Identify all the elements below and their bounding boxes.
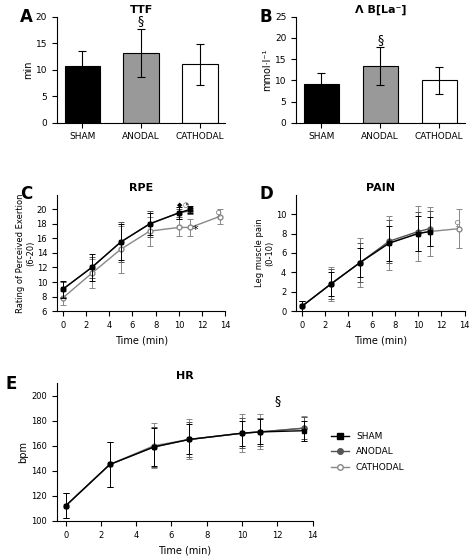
Bar [363, 66, 398, 123]
Text: §: § [274, 394, 281, 408]
Text: ◆: ◆ [176, 202, 182, 208]
Text: B: B [259, 8, 272, 26]
Text: D: D [259, 185, 273, 203]
X-axis label: Time (min): Time (min) [158, 545, 211, 555]
Bar [421, 80, 457, 123]
Title: HR: HR [176, 371, 193, 381]
Text: §: § [377, 33, 383, 46]
Title: PAIN: PAIN [366, 183, 395, 193]
Y-axis label: min: min [23, 60, 33, 79]
Bar [182, 64, 218, 123]
X-axis label: Time (min): Time (min) [115, 335, 168, 346]
Legend: SHAM, ANODAL, CATHODAL: SHAM, ANODAL, CATHODAL [327, 428, 408, 475]
Text: ♀: ♀ [453, 219, 460, 229]
Text: ♀: ♀ [214, 209, 221, 218]
Bar [304, 83, 339, 123]
Bar [123, 53, 159, 123]
Text: C: C [20, 185, 32, 203]
Y-axis label: mmol·l⁻¹: mmol·l⁻¹ [262, 49, 272, 91]
Text: *: * [193, 225, 199, 235]
Text: E: E [6, 375, 17, 393]
Bar [64, 66, 100, 123]
Title: TTF: TTF [129, 4, 153, 15]
Text: §: § [138, 15, 144, 27]
Title: RPE: RPE [129, 183, 153, 193]
X-axis label: Time (min): Time (min) [354, 335, 407, 346]
Y-axis label: Rating of Perceived Exertion
(6-20): Rating of Perceived Exertion (6-20) [16, 193, 35, 312]
Y-axis label: bpm: bpm [18, 441, 28, 463]
Text: ◔: ◔ [182, 202, 189, 208]
Y-axis label: Leg muscle pain
(0-10): Leg muscle pain (0-10) [255, 218, 274, 287]
Text: A: A [20, 8, 33, 26]
Title: Λ B[La⁻]: Λ B[La⁻] [355, 4, 406, 15]
